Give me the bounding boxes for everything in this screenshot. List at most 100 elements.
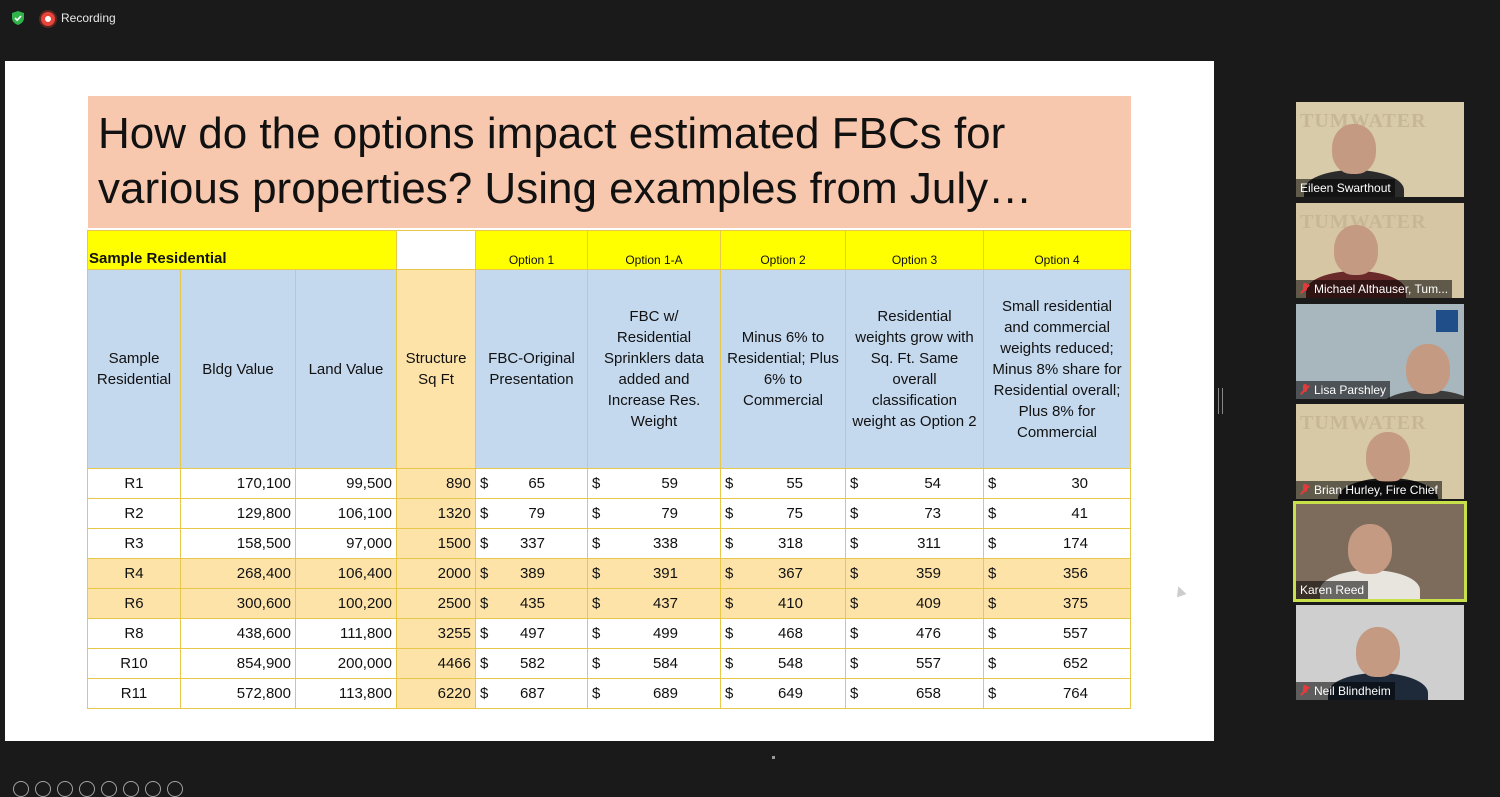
column-header: Minus 6% to Residential; Plus 6% to Comm…	[720, 269, 846, 469]
option-label: Option 2	[720, 230, 846, 270]
currency-symbol: $	[480, 565, 489, 582]
currency-symbol: $	[988, 475, 997, 492]
next-slide-icon[interactable]	[35, 781, 51, 797]
fbc-value-cell: $318	[720, 528, 846, 559]
row-id-cell: R4	[87, 558, 181, 589]
fbc-amount: 59	[661, 475, 678, 492]
recording-indicator-icon[interactable]	[41, 12, 55, 26]
participant-name: Karen Reed	[1300, 583, 1365, 597]
fbc-amount: 764	[1062, 685, 1088, 702]
participant-name: Lisa Parshley	[1314, 383, 1387, 397]
land-value-cell: 111,800	[295, 618, 397, 649]
bldg-value-cell: 158,500	[180, 528, 296, 559]
fbc-amount: 652	[1062, 655, 1088, 672]
row-id-cell: R8	[87, 618, 181, 649]
fbc-amount: 557	[1062, 625, 1088, 642]
currency-symbol: $	[988, 685, 997, 702]
fbc-amount: 548	[777, 655, 803, 672]
participant-video-tile[interactable]: Karen Reed	[1293, 501, 1467, 602]
fbc-value-cell: $65	[475, 468, 588, 499]
currency-symbol: $	[725, 625, 734, 642]
column-header: Residential weights grow with Sq. Ft. Sa…	[845, 269, 984, 469]
column-header: FBC w/ Residential Sprinklers data added…	[587, 269, 721, 469]
row-id-cell: R11	[87, 678, 181, 709]
fbc-amount: 389	[519, 565, 545, 582]
fbc-value-cell: $410	[720, 588, 846, 619]
table-row: R8 438,600 111,800 3255 $497 $499 $468 $476 $557	[87, 618, 1131, 649]
fbc-amount: 468	[777, 625, 803, 642]
currency-symbol: $	[988, 505, 997, 522]
subtitles-icon[interactable]	[123, 781, 139, 797]
panel-splitter-handle[interactable]	[1218, 388, 1223, 414]
fbc-value-cell: $548	[720, 648, 846, 679]
participant-name-bar: Michael Althauser, Tum...	[1296, 280, 1453, 298]
zoom-icon[interactable]	[101, 781, 117, 797]
security-shield-icon[interactable]	[10, 10, 26, 26]
mic-muted-icon	[1300, 384, 1310, 396]
currency-symbol: $	[480, 505, 489, 522]
option-label: Option 4	[983, 230, 1131, 270]
participant-video-tile[interactable]: Lisa Parshley	[1296, 304, 1464, 399]
participant-video-tile[interactable]: Neil Blindheim	[1296, 605, 1464, 700]
currency-symbol: $	[480, 535, 489, 552]
participant-body	[1378, 390, 1464, 399]
fbc-amount: 73	[924, 505, 941, 522]
fbc-table: Sample Residential Option 1 Option 1-A O…	[87, 230, 1131, 709]
camera-icon[interactable]	[145, 781, 161, 797]
sample-residential-label: Sample Residential	[87, 230, 397, 270]
participant-name: Eileen Swarthout	[1300, 181, 1391, 195]
sqft-cell: 1500	[396, 528, 476, 559]
participant-name: Brian Hurley, Fire Chief	[1314, 483, 1438, 497]
fbc-amount: 55	[786, 475, 803, 492]
fbc-amount: 356	[1062, 565, 1088, 582]
land-value-cell: 100,200	[295, 588, 397, 619]
fbc-value-cell: $497	[475, 618, 588, 649]
table-row: R2 129,800 106,100 1320 $79 $79 $75 $73 $41	[87, 498, 1131, 529]
org-logo-icon	[1436, 310, 1458, 332]
fbc-amount: 582	[519, 655, 545, 672]
currency-symbol: $	[480, 685, 489, 702]
option-label: Option 1	[475, 230, 588, 270]
fbc-value-cell: $764	[983, 678, 1131, 709]
slides-icon[interactable]	[79, 781, 95, 797]
blank-cell	[396, 230, 476, 270]
bldg-value-cell: 170,100	[180, 468, 296, 499]
currency-symbol: $	[592, 595, 601, 612]
row-id-cell: R3	[87, 528, 181, 559]
fbc-amount: 584	[652, 655, 678, 672]
fbc-value-cell: $391	[587, 558, 721, 589]
currency-symbol: $	[850, 535, 859, 552]
participant-face	[1406, 344, 1450, 394]
pen-icon[interactable]	[57, 781, 73, 797]
more-icon[interactable]	[167, 781, 183, 797]
option-label: Option 3	[845, 230, 984, 270]
mic-muted-icon	[1300, 685, 1310, 697]
column-header: Land Value	[295, 269, 397, 469]
currency-symbol: $	[850, 565, 859, 582]
currency-symbol: $	[988, 625, 997, 642]
currency-symbol: $	[850, 655, 859, 672]
currency-symbol: $	[592, 625, 601, 642]
participant-name: Michael Althauser, Tum...	[1314, 282, 1449, 296]
fbc-value-cell: $689	[587, 678, 721, 709]
participant-video-tile[interactable]: TUMWATER Michael Althauser, Tum...	[1296, 203, 1464, 298]
fbc-value-cell: $79	[475, 498, 588, 529]
fbc-value-cell: $30	[983, 468, 1131, 499]
participant-video-tile[interactable]: TUMWATER Brian Hurley, Fire Chief	[1296, 404, 1464, 499]
fbc-value-cell: $557	[845, 648, 984, 679]
slide-title-box: How do the options impact estimated FBCs…	[88, 96, 1131, 228]
prev-slide-icon[interactable]	[13, 781, 29, 797]
fbc-amount: 476	[915, 625, 941, 642]
column-header: Small residential and commercial weights…	[983, 269, 1131, 469]
currency-symbol: $	[592, 535, 601, 552]
currency-symbol: $	[988, 535, 997, 552]
table-row: R11 572,800 113,800 6220 $687 $689 $649 $658 $76…	[87, 678, 1131, 709]
option-label: Option 1-A	[587, 230, 721, 270]
participant-video-tile[interactable]: TUMWATER Eileen Swarthout	[1296, 102, 1464, 197]
fbc-amount: 338	[652, 535, 678, 552]
fbc-amount: 658	[915, 685, 941, 702]
fbc-value-cell: $468	[720, 618, 846, 649]
currency-symbol: $	[850, 595, 859, 612]
fbc-amount: 687	[519, 685, 545, 702]
currency-symbol: $	[725, 505, 734, 522]
